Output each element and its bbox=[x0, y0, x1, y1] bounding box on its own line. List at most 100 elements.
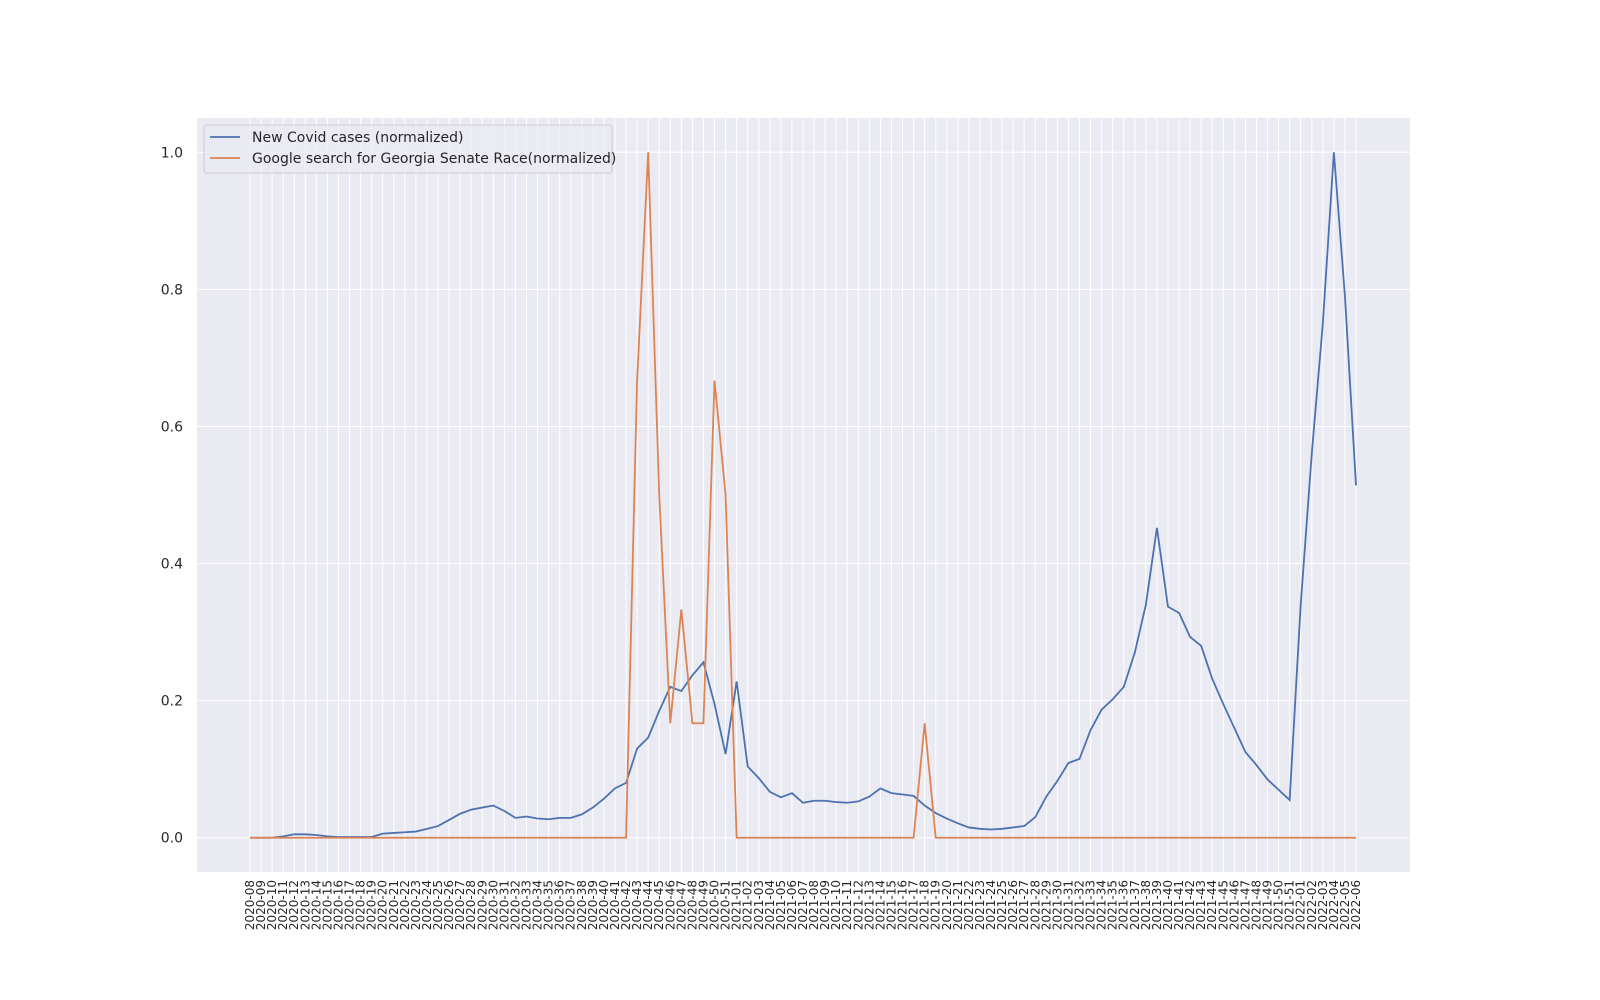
x-tick-label: 2020-37 bbox=[564, 880, 578, 930]
legend: New Covid cases (normalized) Google searc… bbox=[203, 124, 616, 174]
x-tick-label: 2020-27 bbox=[453, 880, 467, 930]
x-tick-label: 2020-17 bbox=[343, 880, 357, 930]
x-tick-label: 2021-09 bbox=[818, 880, 832, 930]
x-tick-label: 2021-33 bbox=[1084, 880, 1098, 930]
x-tick-label: 2020-15 bbox=[320, 880, 334, 930]
x-tick-label: 2021-38 bbox=[1139, 880, 1153, 930]
x-tick-label: 2020-44 bbox=[641, 880, 655, 930]
x-tick-label: 2020-40 bbox=[597, 880, 611, 930]
x-tick-label: 2021-28 bbox=[1028, 880, 1042, 930]
x-tick-label: 2020-08 bbox=[243, 880, 257, 930]
x-tick-label: 2021-01 bbox=[730, 880, 744, 930]
x-tick-label: 2021-08 bbox=[807, 880, 821, 930]
x-tick-label: 2021-06 bbox=[785, 880, 799, 930]
x-tick-label: 2020-30 bbox=[486, 880, 500, 930]
x-tick-label: 2020-11 bbox=[276, 880, 290, 930]
x-tick-label: 2020-48 bbox=[685, 880, 699, 930]
x-tick-label: 2021-15 bbox=[884, 880, 898, 930]
x-tick-label: 2021-41 bbox=[1172, 880, 1186, 930]
x-tick-label: 2020-49 bbox=[696, 880, 710, 930]
x-tick-label: 2021-47 bbox=[1238, 880, 1252, 930]
x-tick-label: 2021-49 bbox=[1261, 880, 1275, 930]
y-tick-label: 1.0 bbox=[161, 145, 183, 161]
x-tick-label: 2022-02 bbox=[1305, 880, 1319, 930]
x-tick-label: 2021-42 bbox=[1183, 880, 1197, 930]
x-tick-label: 2020-34 bbox=[531, 880, 545, 930]
x-tick-label: 2020-22 bbox=[398, 880, 412, 930]
legend-label: New Covid cases (normalized) bbox=[252, 130, 463, 146]
x-tick-label: 2021-44 bbox=[1205, 880, 1219, 930]
y-tick-label: 0.4 bbox=[161, 557, 183, 573]
x-tick-label: 2021-18 bbox=[918, 880, 932, 930]
x-tick-label: 2020-25 bbox=[431, 880, 445, 930]
legend-label: Google search for Georgia Senate Race(no… bbox=[252, 151, 616, 167]
x-tick-label: 2020-43 bbox=[630, 880, 644, 930]
x-tick-label: 2020-28 bbox=[464, 880, 478, 930]
x-tick-label: 2020-21 bbox=[387, 880, 401, 930]
x-tick-label: 2020-24 bbox=[420, 880, 434, 930]
x-tick-label: 2022-01 bbox=[1294, 880, 1308, 930]
x-tick-label: 2021-21 bbox=[951, 880, 965, 930]
x-tick-label: 2020-46 bbox=[663, 880, 677, 930]
x-tick-label: 2021-48 bbox=[1249, 880, 1263, 930]
x-tick-label: 2021-27 bbox=[1017, 880, 1031, 930]
x-tick-label: 2020-18 bbox=[354, 880, 368, 930]
x-tick-label: 2021-26 bbox=[1006, 880, 1020, 930]
x-tick-label: 2020-32 bbox=[508, 880, 522, 930]
x-tick-label: 2021-07 bbox=[796, 880, 810, 930]
x-tick-label: 2021-46 bbox=[1227, 880, 1241, 930]
x-tick-label: 2021-17 bbox=[907, 880, 921, 930]
x-tick-label: 2021-30 bbox=[1050, 880, 1064, 930]
x-tick-label: 2020-31 bbox=[497, 880, 511, 930]
x-tick-label: 2021-04 bbox=[763, 880, 777, 930]
x-tick-label: 2021-35 bbox=[1106, 880, 1120, 930]
x-tick-label: 2022-05 bbox=[1338, 880, 1352, 930]
legend-box bbox=[203, 124, 613, 174]
x-tick-label: 2021-24 bbox=[984, 880, 998, 930]
x-tick-label: 2020-42 bbox=[619, 880, 633, 930]
x-tick-label: 2021-50 bbox=[1272, 880, 1286, 930]
x-tick-label: 2021-36 bbox=[1117, 880, 1131, 930]
x-tick-label: 2020-51 bbox=[719, 880, 733, 930]
x-tick-label: 2020-23 bbox=[409, 880, 423, 930]
x-tick-label: 2020-16 bbox=[331, 880, 345, 930]
x-tick-label: 2021-19 bbox=[929, 880, 943, 930]
x-tick-label: 2021-03 bbox=[752, 880, 766, 930]
x-tick-label: 2021-37 bbox=[1128, 880, 1142, 930]
x-tick-label: 2020-14 bbox=[309, 880, 323, 930]
x-tick-label: 2020-19 bbox=[365, 880, 379, 930]
y-tick-label: 0.8 bbox=[161, 282, 183, 298]
x-tick-label: 2021-32 bbox=[1073, 880, 1087, 930]
x-tick-label: 2020-12 bbox=[287, 880, 301, 930]
x-tick-label: 2020-47 bbox=[674, 880, 688, 930]
x-tick-label: 2020-29 bbox=[475, 880, 489, 930]
x-tick-label: 2020-33 bbox=[520, 880, 534, 930]
x-tick-label: 2021-40 bbox=[1161, 880, 1175, 930]
x-tick-label: 2022-03 bbox=[1316, 880, 1330, 930]
x-tick-label: 2021-39 bbox=[1150, 880, 1164, 930]
x-tick-label: 2020-13 bbox=[298, 880, 312, 930]
x-tick-label: 2021-11 bbox=[840, 880, 854, 930]
x-tick-label: 2021-29 bbox=[1039, 880, 1053, 930]
x-tick-label: 2021-34 bbox=[1095, 880, 1109, 930]
x-tick-label: 2021-43 bbox=[1194, 880, 1208, 930]
x-tick-label: 2021-22 bbox=[962, 880, 976, 930]
x-tick-label: 2020-20 bbox=[376, 880, 390, 930]
x-tick-label: 2020-39 bbox=[586, 880, 600, 930]
x-tick-label: 2021-45 bbox=[1216, 880, 1230, 930]
x-tick-label: 2021-51 bbox=[1283, 880, 1297, 930]
x-tick-label: 2020-36 bbox=[553, 880, 567, 930]
x-tick-label: 2021-02 bbox=[741, 880, 755, 930]
line bbox=[250, 152, 1357, 839]
x-tick-label: 2020-35 bbox=[542, 880, 556, 930]
line bbox=[250, 152, 1356, 839]
x-tick-label: 2021-12 bbox=[851, 880, 865, 930]
x-tick-label: 2020-09 bbox=[254, 880, 268, 930]
x-tick-label: 2021-25 bbox=[995, 880, 1009, 930]
x-tick-label: 2020-10 bbox=[265, 880, 279, 930]
x-tick-label: 2021-16 bbox=[896, 880, 910, 930]
x-tick-label: 2021-31 bbox=[1061, 880, 1075, 930]
y-tick-label: 0.2 bbox=[161, 694, 183, 710]
x-tick-label: 2022-06 bbox=[1349, 880, 1363, 930]
